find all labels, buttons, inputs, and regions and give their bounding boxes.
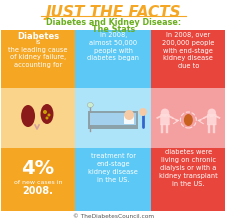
Bar — [75, 88, 150, 148]
Text: The Stats: The Stats — [91, 25, 134, 34]
Bar — [75, 30, 150, 211]
Text: © TheDiabetesCouncil.com: © TheDiabetesCouncil.com — [72, 213, 153, 219]
Text: 2008.: 2008. — [22, 186, 53, 196]
Circle shape — [160, 109, 169, 117]
Bar — [90, 113, 135, 125]
Bar — [1, 30, 75, 211]
Text: 4%: 4% — [21, 159, 54, 178]
Text: In 2008,
almost 50,000
people with
diabetes began: In 2008, almost 50,000 people with diabe… — [87, 32, 139, 61]
Text: diabetes were
living on chronic
dialysis or with a
kidney transplant
in the US.: diabetes were living on chronic dialysis… — [158, 149, 217, 186]
Text: JUST THE FACTS: JUST THE FACTS — [45, 5, 180, 20]
Circle shape — [138, 108, 146, 116]
FancyBboxPatch shape — [206, 114, 216, 125]
Text: of new cases in: of new cases in — [14, 180, 62, 186]
Circle shape — [43, 110, 47, 114]
Circle shape — [47, 114, 50, 116]
Bar — [150, 30, 225, 211]
Text: is
the leading cause
of kidney failure,
accounting for: is the leading cause of kidney failure, … — [8, 39, 68, 68]
Bar — [150, 88, 225, 148]
FancyBboxPatch shape — [160, 114, 169, 125]
Ellipse shape — [87, 103, 93, 107]
Circle shape — [124, 110, 133, 120]
Bar — [124, 116, 133, 124]
Text: In 2008, over
200,000 people
with end-stage
kidney disease
due to: In 2008, over 200,000 people with end-st… — [162, 32, 214, 69]
Text: Diabetes and Kidney Disease:: Diabetes and Kidney Disease: — [45, 18, 180, 27]
Ellipse shape — [183, 114, 192, 126]
Circle shape — [45, 116, 48, 120]
Bar — [88, 111, 137, 129]
Text: Diabetes: Diabetes — [17, 32, 59, 41]
Ellipse shape — [21, 105, 35, 127]
Bar — [1, 88, 75, 148]
Ellipse shape — [40, 104, 53, 124]
Circle shape — [207, 109, 215, 117]
Text: treatment for
end-stage
kidney disease
in the US.: treatment for end-stage kidney disease i… — [88, 153, 137, 183]
